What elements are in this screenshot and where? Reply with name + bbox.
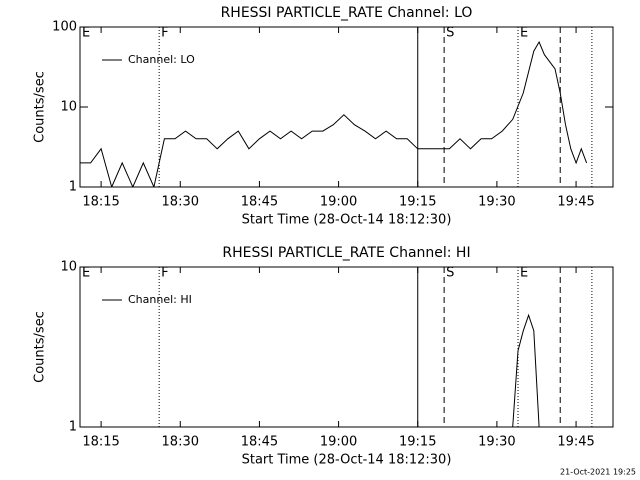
x-tick-label: 19:00	[320, 195, 357, 210]
x-tick-label: 19:15	[399, 435, 436, 450]
plot-frame	[79, 26, 614, 188]
x-tick-label: 18:30	[162, 195, 199, 210]
data-line	[80, 40, 588, 187]
footer-timestamp: 21-Oct-2021 19:25	[560, 468, 636, 477]
x-tick-label: 19:30	[478, 195, 515, 210]
y-tick-label: 1	[69, 420, 77, 435]
x-tick-label: 18:15	[82, 195, 119, 210]
y-tick-label: 1	[69, 180, 77, 195]
event-flag: F	[161, 266, 168, 281]
x-tick-label: 18:45	[241, 195, 278, 210]
y-tick-label: 10	[60, 100, 77, 115]
event-flag: E	[82, 26, 90, 41]
x-tick-label: 19:30	[478, 435, 515, 450]
x-tick-label: 19:00	[320, 435, 357, 450]
legend-label: Channel: HI	[128, 293, 192, 306]
x-tick-label: 19:45	[557, 195, 594, 210]
chart-title: RHESSI PARTICLE_RATE Channel: LO	[221, 5, 473, 21]
x-tick-label: 18:30	[162, 435, 199, 450]
event-flag: F	[161, 26, 168, 41]
legend-label: Channel: LO	[128, 53, 195, 66]
plot-frame	[79, 266, 614, 428]
x-tick-label: 19:45	[557, 435, 594, 450]
x-axis-label: Start Time (28-Oct-14 18:12:30)	[242, 453, 452, 468]
y-axis-label: Counts/sec	[33, 311, 48, 383]
y-axis-label: Counts/sec	[33, 71, 48, 143]
event-flag: E	[520, 266, 528, 281]
y-tick-label: 10	[60, 260, 77, 275]
x-tick-label: 19:15	[399, 195, 436, 210]
event-flag: S	[446, 266, 454, 281]
x-tick-label: 18:45	[241, 435, 278, 450]
event-flag: E	[82, 266, 90, 281]
chart-title: RHESSI PARTICLE_RATE Channel: HI	[222, 245, 470, 261]
x-tick-label: 18:15	[82, 435, 119, 450]
y-tick-label: 100	[52, 20, 77, 35]
event-flag: S	[446, 26, 454, 41]
x-axis-label: Start Time (28-Oct-14 18:12:30)	[242, 213, 452, 228]
data-line	[512, 313, 540, 427]
event-flag: E	[520, 26, 528, 41]
